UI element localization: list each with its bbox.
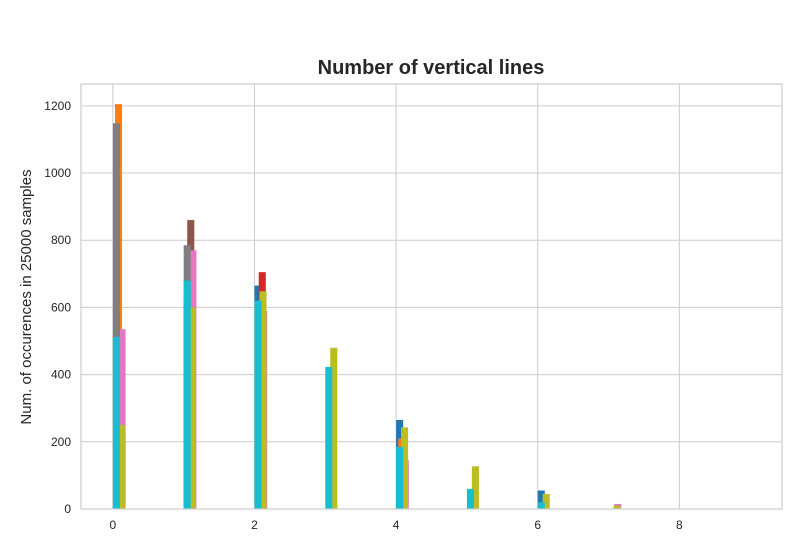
bar [112, 123, 120, 510]
bar [471, 466, 479, 509]
y-axis-label: Num. of occurences in 25000 samples [18, 169, 35, 424]
y-tick-label: 1000 [44, 166, 71, 180]
bar [613, 505, 621, 509]
bar [537, 502, 545, 509]
y-tick-label: 200 [51, 435, 71, 449]
bar [537, 490, 545, 509]
bar [117, 425, 125, 509]
bar [183, 280, 191, 509]
y-tick-label: 0 [64, 502, 71, 516]
plot-frame [80, 83, 783, 510]
bar [112, 336, 120, 509]
bar [542, 493, 550, 509]
x-tick-label: 0 [110, 518, 117, 532]
x-tick-labels: 0 2 4 6 8 [110, 518, 683, 532]
bar [466, 488, 474, 509]
y-tick-labels: 0 200 400 600 800 1000 1200 [44, 99, 71, 516]
bar [396, 446, 404, 509]
y-tick-label: 800 [51, 233, 71, 247]
x-tick-label: 4 [393, 518, 400, 532]
x-tick-label: 2 [251, 518, 258, 532]
chart-title: Number of vertical lines [318, 57, 545, 79]
bar [254, 300, 262, 509]
bar [188, 307, 196, 509]
y-tick-label: 600 [51, 300, 71, 314]
x-tick-label: 6 [534, 518, 541, 532]
bar [330, 347, 338, 509]
bar [325, 366, 333, 509]
y-tick-label: 1200 [44, 99, 71, 113]
y-tick-label: 400 [51, 368, 71, 382]
bar [259, 291, 267, 509]
bar [401, 427, 409, 509]
x-tick-label: 8 [676, 518, 683, 532]
bar [118, 329, 126, 509]
bars [112, 104, 622, 510]
